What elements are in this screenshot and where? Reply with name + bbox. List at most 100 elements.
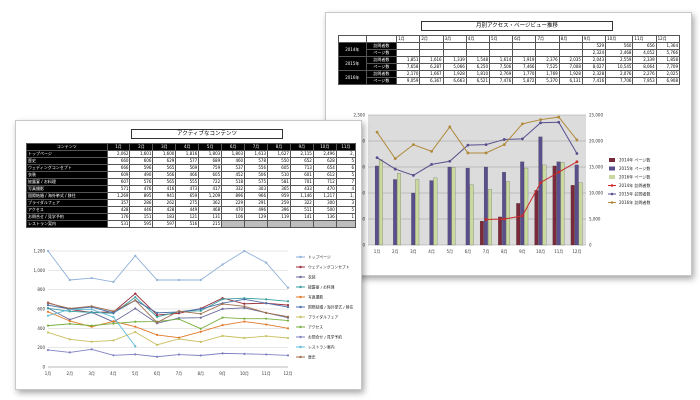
point <box>484 218 488 221</box>
series-line <box>47 317 289 330</box>
point <box>90 348 93 351</box>
point <box>68 322 71 325</box>
point <box>90 311 93 314</box>
legend-label: 衣装 <box>308 275 316 280</box>
legend-marker <box>299 285 302 289</box>
legend-marker <box>610 201 614 204</box>
series-line <box>47 348 289 358</box>
point <box>221 334 224 337</box>
sheet-a-title: 月別アクセス・ページビュー推移 <box>421 21 613 31</box>
x-tick: 12月 <box>283 371 292 376</box>
legend-label: 2015年 ページ数 <box>619 165 650 171</box>
active-content-table: コンテンツ 1月 2月 3月 4月 5月 6月 7月 8月 9月 10月 11月 トップページ 2,062… <box>26 143 357 228</box>
point <box>265 334 268 338</box>
point <box>221 263 224 266</box>
point <box>134 353 137 356</box>
point <box>90 308 93 311</box>
table-cell <box>335 220 357 228</box>
point <box>112 339 115 342</box>
bar <box>574 164 579 246</box>
point <box>286 305 290 309</box>
table-row: ウェディングコンセプト 666 596 565 569 759 537 556 605 713 65… <box>26 164 357 172</box>
point <box>112 322 115 325</box>
legend-marker <box>299 295 302 299</box>
point <box>575 160 579 164</box>
legend-label: 2014年 訪問者数 <box>619 182 650 188</box>
point <box>112 311 115 314</box>
x-tick: 11月 <box>554 249 563 254</box>
point <box>134 254 137 257</box>
point <box>90 276 93 280</box>
monthly-access-chart: 05001,0001,5002,0002,50005,00010,00015,0… <box>354 113 651 255</box>
y-tick-right: 10,000 <box>589 191 603 196</box>
bar <box>469 184 474 246</box>
bar <box>465 167 470 246</box>
legend-label: ブライダルフェア <box>308 315 338 320</box>
point <box>199 316 202 319</box>
x-tick: 10月 <box>536 249 545 254</box>
point <box>46 331 50 334</box>
series-line <box>376 121 578 176</box>
point <box>68 310 71 313</box>
point <box>68 351 71 354</box>
report-sheet-monthly-access: 月別アクセス・ページビュー推移 1月 2月 3月 4月 5月 6月 7月 8月 9月 10月 11月… <box>325 12 692 276</box>
legend-label: 写真撮影 <box>308 295 323 300</box>
point <box>286 327 290 330</box>
point <box>90 340 93 343</box>
point <box>286 304 290 307</box>
point <box>177 337 181 340</box>
point <box>557 170 561 174</box>
legend-swatch <box>609 158 615 162</box>
legend-marker <box>299 315 302 319</box>
point <box>112 316 115 319</box>
x-tick: 5月 <box>446 249 453 254</box>
x-tick: 6月 <box>465 249 472 254</box>
y-tick-right: 15,000 <box>589 165 603 170</box>
y-tick-right: 20,000 <box>589 139 603 144</box>
point <box>243 336 246 340</box>
bar <box>483 166 488 246</box>
bar <box>534 190 539 246</box>
y-tick-left: 0 <box>362 243 365 248</box>
point <box>221 316 224 319</box>
plot-area <box>368 115 586 245</box>
point <box>375 156 379 160</box>
table-row: 2015年 訪問者数 1,851 1,616 1,339 1,548 1,614 1,919 2… <box>338 56 681 71</box>
table-cell: 7,706 <box>605 77 634 85</box>
point <box>68 307 71 310</box>
point <box>155 343 159 346</box>
point <box>393 167 397 171</box>
point <box>265 261 268 264</box>
legend-label: レストラン案内 <box>308 345 335 350</box>
point <box>243 298 246 301</box>
point <box>412 173 415 177</box>
legend-swatch <box>609 175 615 179</box>
point <box>199 340 202 344</box>
bar <box>397 173 401 246</box>
point <box>155 333 159 337</box>
y-tick: 1,200 <box>34 249 46 254</box>
table-row: レストラン案内 531 595 597 516 215 <box>26 220 357 228</box>
point <box>286 300 290 303</box>
legend-marker <box>610 192 614 196</box>
y-tick-right: 0 <box>589 243 592 248</box>
point <box>521 214 524 218</box>
active-content-chart: 0 200 400 600 800 1,000 1,200 1月 2月 3月 4月 5月 6月 7月 8月 9… <box>34 249 354 377</box>
x-tick: 6月 <box>154 371 161 376</box>
year-label: 2016年 <box>338 70 367 85</box>
point <box>265 323 268 326</box>
point <box>155 315 159 319</box>
x-tick: 9月 <box>219 371 226 376</box>
point <box>265 302 268 305</box>
point <box>502 143 506 147</box>
point <box>286 286 290 289</box>
point <box>430 163 433 166</box>
point <box>286 319 290 322</box>
bar <box>578 182 583 246</box>
point <box>46 307 50 310</box>
point <box>134 299 137 302</box>
table-row: ページ数 9,059 6,367 6,663 6,521 7,476 5,872 5,370 6… <box>339 77 681 85</box>
point <box>243 352 246 355</box>
point <box>575 152 579 155</box>
table-row: ページ数 7,658 6,287 5,066 6,250 7,506 7,466 7,525 7… <box>339 63 681 71</box>
